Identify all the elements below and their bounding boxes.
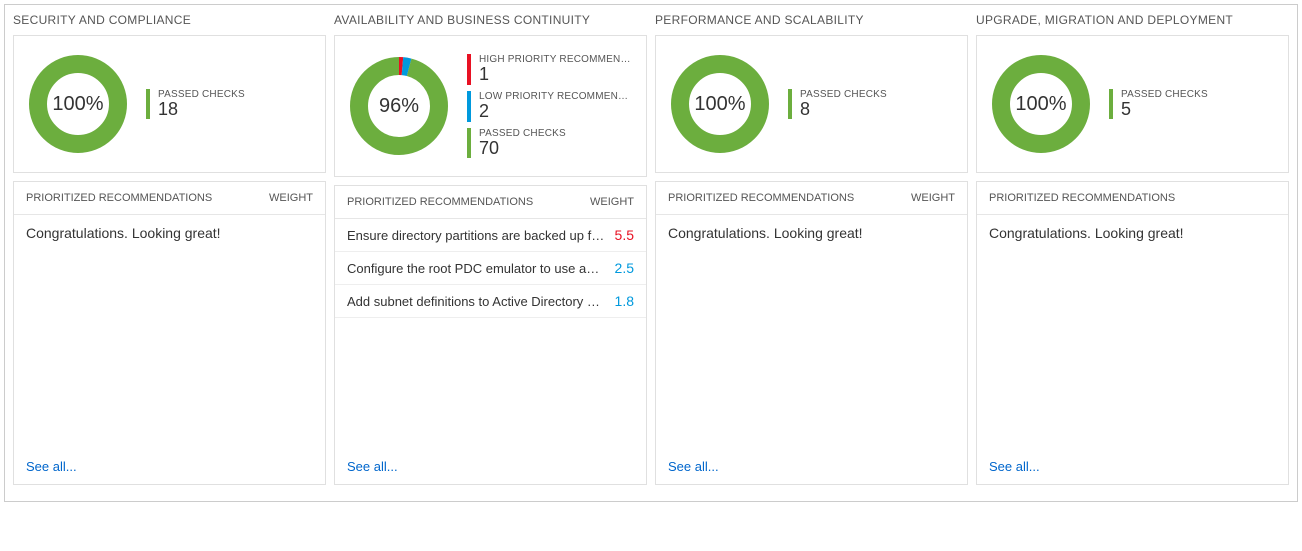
category-column: UPGRADE, MIGRATION AND DEPLOYMENT 100% PAS… (976, 13, 1289, 493)
dashboard: SECURITY AND COMPLIANCE 100% PASSED CHECKS… (4, 4, 1298, 502)
legend-value: 70 (479, 139, 632, 159)
donut-percent: 100% (670, 54, 770, 154)
legend-value: 18 (158, 100, 311, 120)
legend-value: 5 (1121, 100, 1274, 120)
donut-chart: 100% (670, 54, 770, 154)
summary-card: 100% PASSED CHECKS18 (13, 35, 326, 173)
legend-item: PASSED CHECKS5 (1109, 89, 1274, 120)
legend-text: HIGH PRIORITY RECOMMENDATI...1 (479, 54, 632, 85)
see-all-link[interactable]: See all... (14, 449, 325, 484)
weight-header-label: WEIGHT (590, 196, 634, 208)
congrats-message: Congratulations. Looking great! (977, 215, 1288, 251)
weight-header-label: WEIGHT (911, 192, 955, 204)
donut-chart: 96% (349, 56, 449, 156)
donut-chart: 100% (991, 54, 1091, 154)
legend-value: 1 (479, 65, 632, 85)
legend-label: PASSED CHECKS (158, 89, 311, 100)
donut-percent: 100% (991, 54, 1091, 154)
recommendations-card: PRIORITIZED RECOMMENDATIONS WEIGHT Ensure … (334, 185, 647, 485)
recommendations-body: Ensure directory partitions are backed u… (335, 219, 646, 449)
recommendation-text: Add subnet definitions to Active Directo… (347, 294, 605, 309)
recommendations-body: Congratulations. Looking great! (656, 215, 967, 449)
recommendations-header-label: PRIORITIZED RECOMMENDATIONS (989, 192, 1175, 204)
legend-label: PASSED CHECKS (479, 128, 632, 139)
recommendations-card: PRIORITIZED RECOMMENDATIONS WEIGHT Congrat… (655, 181, 968, 485)
recommendations-header-label: PRIORITIZED RECOMMENDATIONS (26, 192, 212, 204)
legend-text: PASSED CHECKS8 (800, 89, 953, 120)
recommendations-card: PRIORITIZED RECOMMENDATIONS Congratulatio… (976, 181, 1289, 485)
weight-header-label: WEIGHT (269, 192, 313, 204)
donut-percent: 96% (349, 56, 449, 156)
legend-item: LOW PRIORITY RECOMMENDATIO...2 (467, 91, 632, 122)
legend: HIGH PRIORITY RECOMMENDATI...1 LOW PRIORI… (467, 54, 632, 158)
legend-item: PASSED CHECKS18 (146, 89, 311, 120)
recommendations-header: PRIORITIZED RECOMMENDATIONS (977, 182, 1288, 215)
legend-color-bar (467, 54, 471, 85)
see-all-link[interactable]: See all... (977, 449, 1288, 484)
legend-label: PASSED CHECKS (800, 89, 953, 100)
summary-card: 100% PASSED CHECKS5 (976, 35, 1289, 173)
recommendation-weight: 5.5 (615, 227, 634, 243)
legend-label: LOW PRIORITY RECOMMENDATIO... (479, 91, 632, 102)
category-title: UPGRADE, MIGRATION AND DEPLOYMENT (976, 13, 1289, 27)
recommendation-row[interactable]: Add subnet definitions to Active Directo… (335, 285, 646, 318)
legend-text: PASSED CHECKS70 (479, 128, 632, 159)
legend-value: 8 (800, 100, 953, 120)
legend: PASSED CHECKS8 (788, 89, 953, 120)
legend: PASSED CHECKS5 (1109, 89, 1274, 120)
legend-item: HIGH PRIORITY RECOMMENDATI...1 (467, 54, 632, 85)
recommendation-weight: 1.8 (615, 293, 634, 309)
category-title: PERFORMANCE AND SCALABILITY (655, 13, 968, 27)
category-column: PERFORMANCE AND SCALABILITY 100% PASSED CH… (655, 13, 968, 493)
recommendations-card: PRIORITIZED RECOMMENDATIONS WEIGHT Congrat… (13, 181, 326, 485)
recommendations-body: Congratulations. Looking great! (14, 215, 325, 449)
legend-color-bar (146, 89, 150, 120)
category-column: AVAILABILITY AND BUSINESS CONTINUITY96%H… (334, 13, 647, 493)
congrats-message: Congratulations. Looking great! (14, 215, 325, 251)
legend-item: PASSED CHECKS70 (467, 128, 632, 159)
legend-color-bar (1109, 89, 1113, 120)
summary-card: 100% PASSED CHECKS8 (655, 35, 968, 173)
category-title: AVAILABILITY AND BUSINESS CONTINUITY (334, 13, 647, 27)
donut-chart: 100% (28, 54, 128, 154)
legend-value: 2 (479, 102, 632, 122)
summary-card: 96% HIGH PRIORITY RECOMMENDATI...1 LOW PRI… (334, 35, 647, 177)
recommendations-body: Congratulations. Looking great! (977, 215, 1288, 449)
legend: PASSED CHECKS18 (146, 89, 311, 120)
congrats-message: Congratulations. Looking great! (656, 215, 967, 251)
recommendations-header: PRIORITIZED RECOMMENDATIONS WEIGHT (656, 182, 967, 215)
legend-label: PASSED CHECKS (1121, 89, 1274, 100)
recommendation-text: Configure the root PDC emulator to use a… (347, 261, 605, 276)
recommendation-row[interactable]: Configure the root PDC emulator to use a… (335, 252, 646, 285)
category-title: SECURITY AND COMPLIANCE (13, 13, 326, 27)
legend-text: PASSED CHECKS5 (1121, 89, 1274, 120)
recommendations-header: PRIORITIZED RECOMMENDATIONS WEIGHT (335, 186, 646, 219)
recommendations-header-label: PRIORITIZED RECOMMENDATIONS (347, 196, 533, 208)
category-column: SECURITY AND COMPLIANCE 100% PASSED CHECKS… (13, 13, 326, 493)
legend-text: LOW PRIORITY RECOMMENDATIO...2 (479, 91, 632, 122)
recommendation-text: Ensure directory partitions are backed u… (347, 228, 605, 243)
see-all-link[interactable]: See all... (335, 449, 646, 484)
legend-label: HIGH PRIORITY RECOMMENDATI... (479, 54, 632, 65)
legend-text: PASSED CHECKS18 (158, 89, 311, 120)
legend-color-bar (467, 91, 471, 122)
see-all-link[interactable]: See all... (656, 449, 967, 484)
recommendation-weight: 2.5 (615, 260, 634, 276)
recommendation-row[interactable]: Ensure directory partitions are backed u… (335, 219, 646, 252)
recommendations-header: PRIORITIZED RECOMMENDATIONS WEIGHT (14, 182, 325, 215)
legend-item: PASSED CHECKS8 (788, 89, 953, 120)
legend-color-bar (467, 128, 471, 159)
donut-percent: 100% (28, 54, 128, 154)
legend-color-bar (788, 89, 792, 120)
recommendations-header-label: PRIORITIZED RECOMMENDATIONS (668, 192, 854, 204)
